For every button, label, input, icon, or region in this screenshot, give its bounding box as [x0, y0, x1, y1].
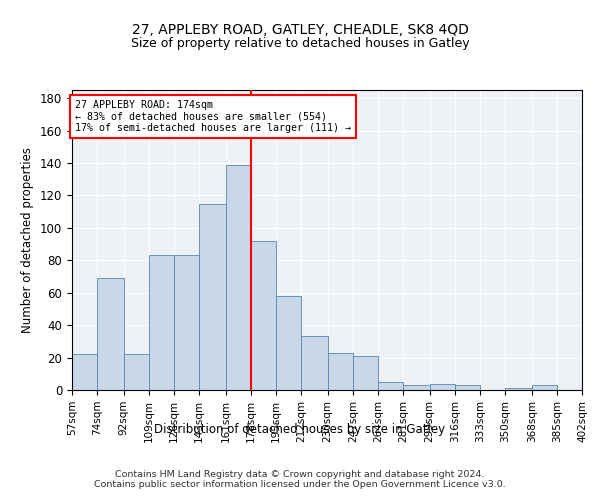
Bar — [97, 278, 124, 390]
Bar — [378, 382, 403, 390]
Bar — [328, 352, 353, 390]
Y-axis label: Number of detached properties: Number of detached properties — [22, 147, 34, 333]
Bar — [72, 354, 97, 390]
Bar — [199, 204, 226, 390]
Bar — [301, 336, 328, 390]
Bar — [149, 256, 174, 390]
Bar — [251, 241, 276, 390]
Bar — [403, 385, 430, 390]
Text: Distribution of detached houses by size in Gatley: Distribution of detached houses by size … — [154, 422, 446, 436]
Bar — [505, 388, 532, 390]
Bar — [174, 256, 199, 390]
Text: 27, APPLEBY ROAD, GATLEY, CHEADLE, SK8 4QD: 27, APPLEBY ROAD, GATLEY, CHEADLE, SK8 4… — [131, 22, 469, 36]
Bar — [353, 356, 378, 390]
Bar — [124, 354, 149, 390]
Text: Contains HM Land Registry data © Crown copyright and database right 2024.
Contai: Contains HM Land Registry data © Crown c… — [94, 470, 506, 490]
Bar — [455, 385, 480, 390]
Bar — [430, 384, 455, 390]
Text: 27 APPLEBY ROAD: 174sqm
← 83% of detached houses are smaller (554)
17% of semi-d: 27 APPLEBY ROAD: 174sqm ← 83% of detache… — [75, 100, 351, 133]
Bar — [276, 296, 301, 390]
Bar — [532, 385, 557, 390]
Bar — [226, 164, 251, 390]
Text: Size of property relative to detached houses in Gatley: Size of property relative to detached ho… — [131, 38, 469, 51]
